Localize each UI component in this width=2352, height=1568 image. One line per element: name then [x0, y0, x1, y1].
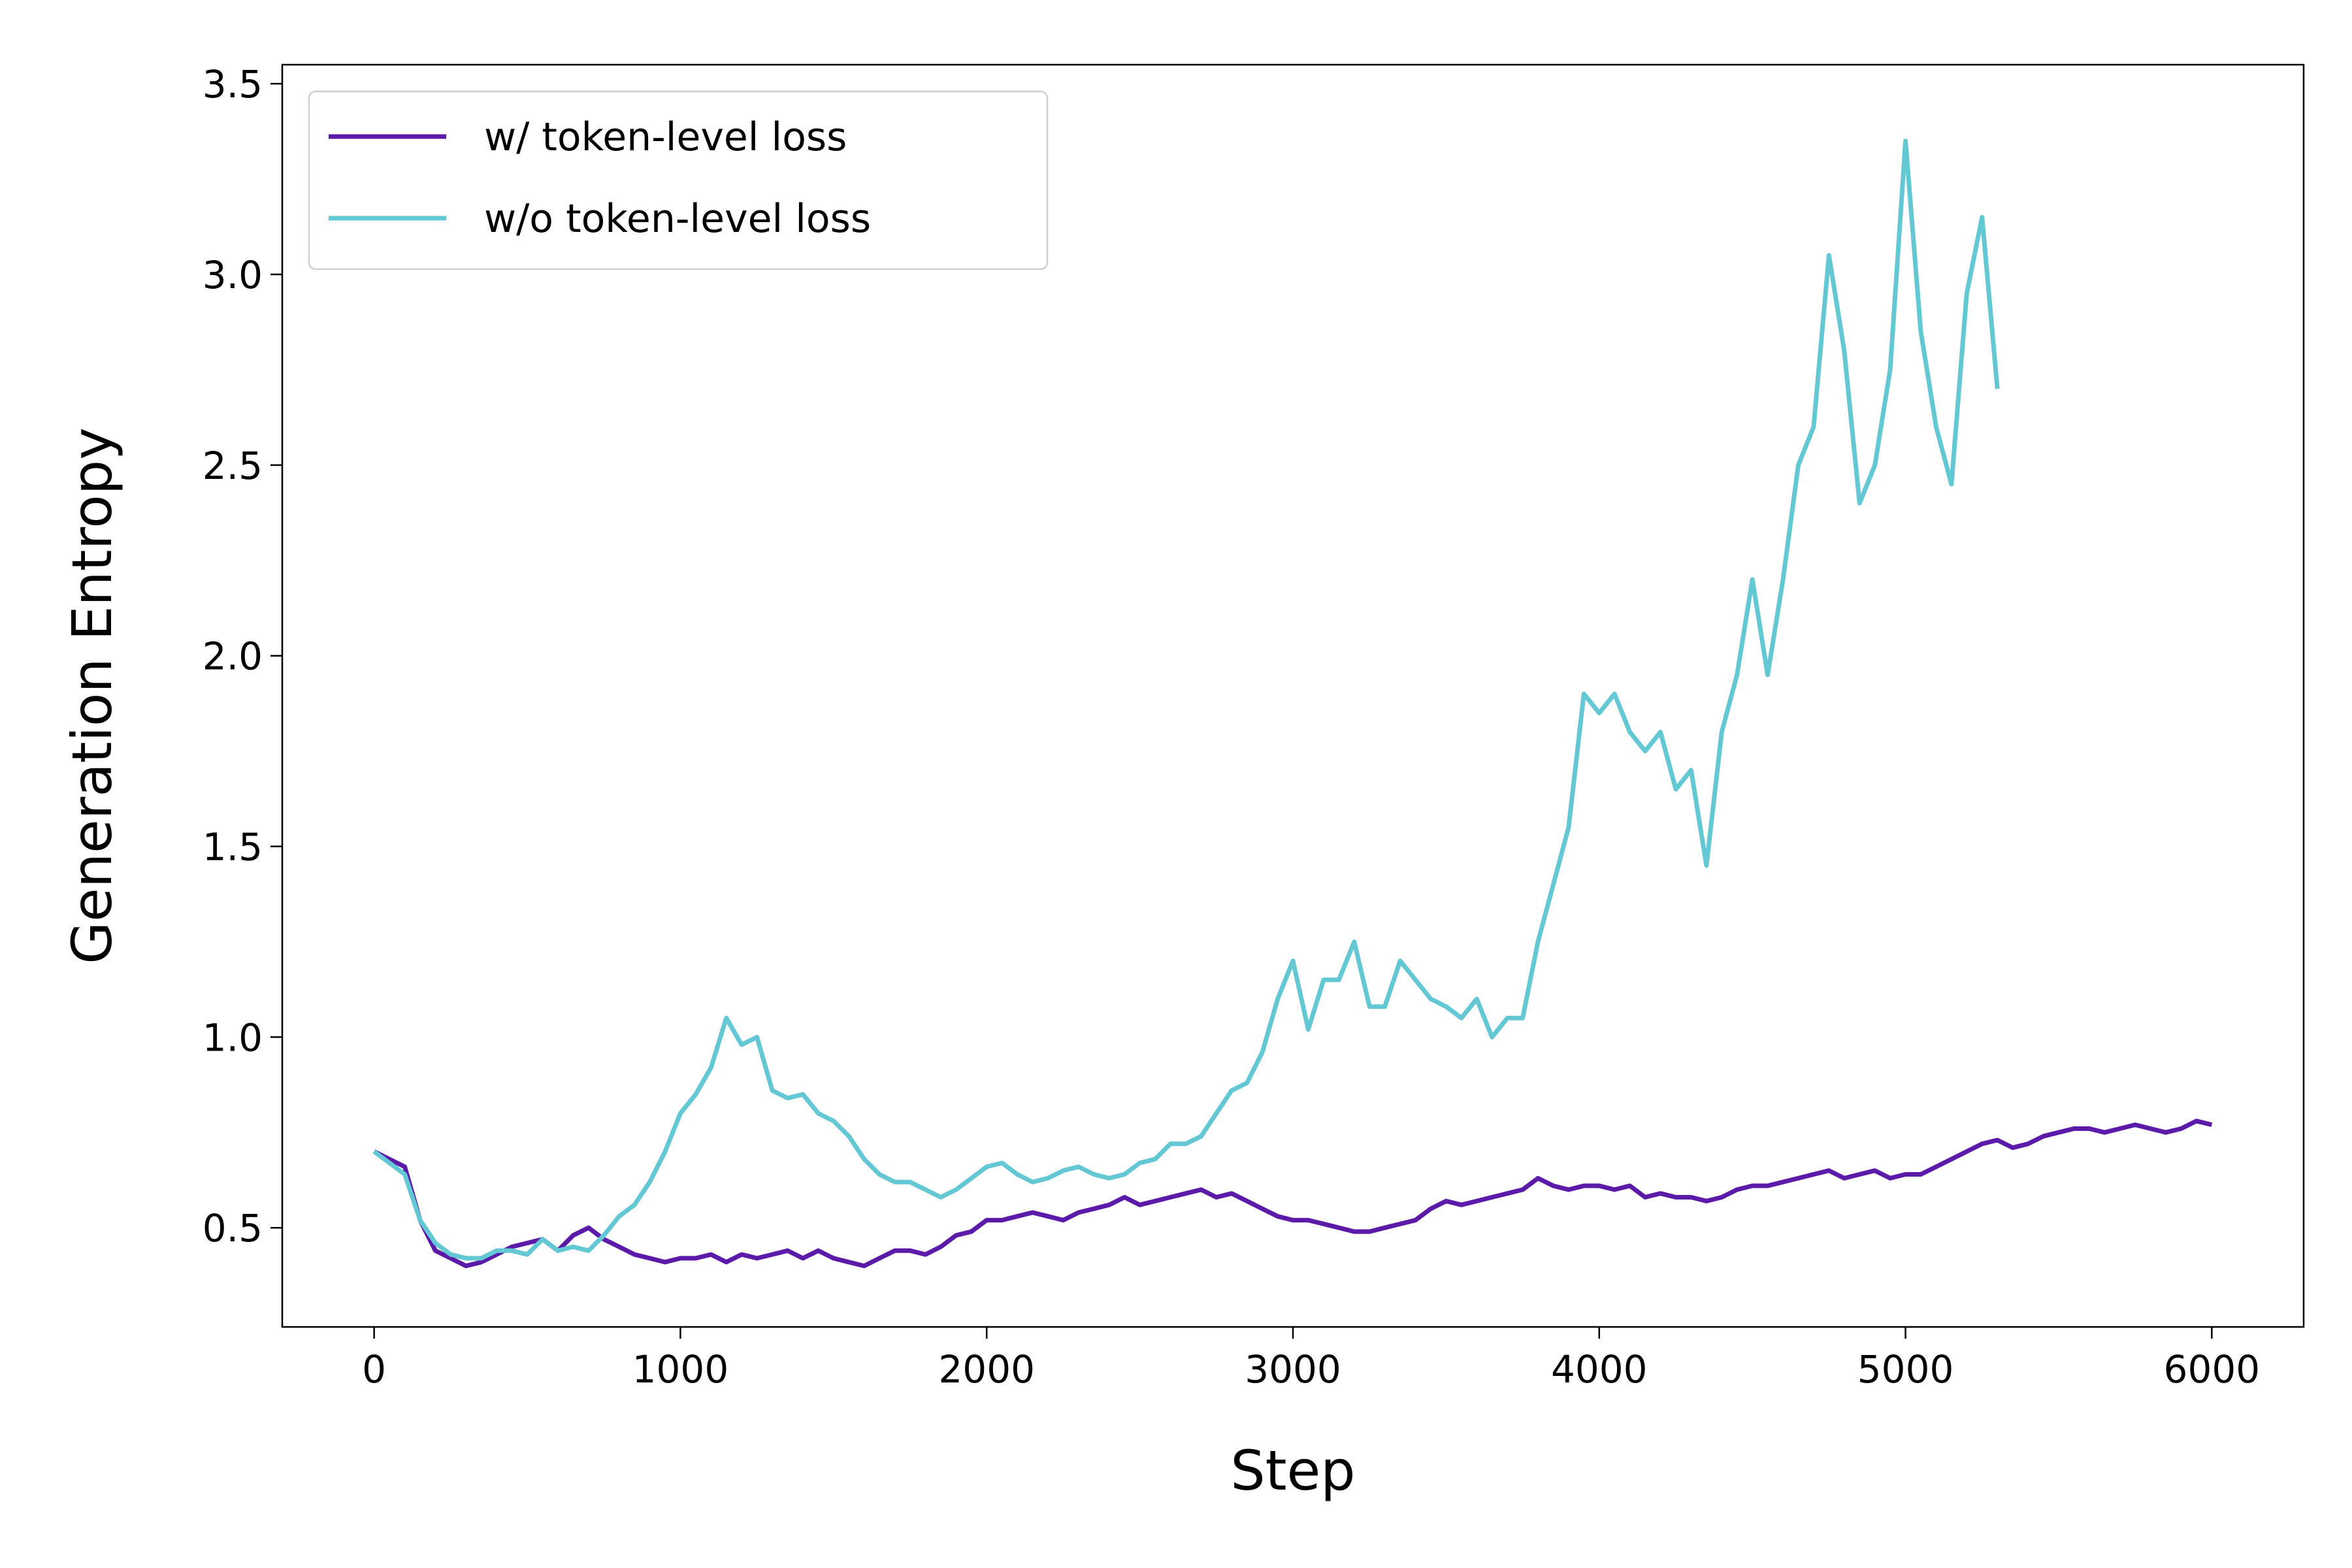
legend-label: w/o token-level loss	[484, 196, 871, 242]
x-tick-label: 0	[362, 1347, 386, 1392]
y-tick-label: 3.5	[203, 62, 263, 106]
x-tick-label: 3000	[1245, 1347, 1341, 1392]
line-series	[373, 1119, 2213, 1269]
y-tick-label: 3.0	[203, 253, 263, 297]
x-tick-label: 2000	[938, 1347, 1035, 1392]
y-tick-label: 2.5	[203, 444, 263, 488]
x-axis-label: Step	[1230, 1439, 1355, 1503]
x-tick-label: 5000	[1857, 1347, 1954, 1392]
y-tick-label: 0.5	[203, 1206, 263, 1250]
y-tick-label: 1.5	[203, 825, 263, 870]
x-tick-label: 4000	[1551, 1347, 1648, 1392]
y-tick-label: 1.0	[203, 1015, 263, 1060]
legend-box	[308, 90, 1049, 270]
x-tick-label: 6000	[2164, 1347, 2261, 1392]
legend-label: w/ token-level loss	[484, 114, 847, 160]
plot-frame	[281, 63, 2305, 1328]
x-tick-label: 1000	[632, 1347, 729, 1392]
y-tick-label: 2.0	[203, 634, 263, 679]
line-series	[372, 139, 2000, 1261]
y-axis-label: Generation Entropy	[60, 427, 124, 964]
